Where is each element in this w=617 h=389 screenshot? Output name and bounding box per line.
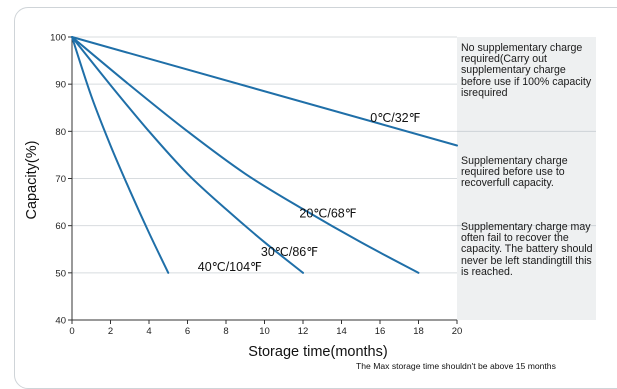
- zone-label-charge-required: Supplementary charge required before use…: [461, 155, 568, 190]
- series-label: 0℃/32℉: [370, 111, 420, 125]
- series-line: [71, 36, 420, 274]
- y-axis-title: Capacity(%): [24, 141, 40, 220]
- x-tick-label: 8: [223, 326, 228, 337]
- x-axis-title: Storage time(months): [248, 344, 387, 360]
- y-tick-label: 50: [55, 268, 66, 279]
- y-tick-label: 80: [55, 127, 66, 138]
- y-tick-label: 40: [55, 316, 66, 327]
- zone-panel: [457, 37, 596, 320]
- series-line: [71, 36, 304, 274]
- zone-label-no-charge: No supplementary charge required(Carry o…: [461, 42, 592, 99]
- x-tick-label: 2: [108, 326, 113, 337]
- series-line: [71, 36, 458, 147]
- storage-footnote: The Max storage time shouldn't be above …: [356, 361, 556, 371]
- series-label: 20℃/68℉: [299, 206, 356, 220]
- x-tick-label: 14: [336, 326, 347, 337]
- x-tick-label: 20: [452, 326, 463, 337]
- y-tick-label: 100: [50, 33, 66, 44]
- x-tick-label: 10: [259, 326, 270, 337]
- y-tick-label: 90: [55, 80, 66, 91]
- series-line: [71, 36, 170, 274]
- series-label: 40℃/104℉: [198, 260, 262, 274]
- capacity-chart: 0 2 4 6 8 10 12 14 16 18 20 40 50 60 70 80 90 100 0℃/32℉ 2…: [24, 33, 596, 360]
- x-tick-label: 18: [413, 326, 424, 337]
- x-tick-label: 12: [298, 326, 309, 337]
- y-tick-label: 60: [55, 221, 66, 232]
- x-tick-label: 4: [146, 326, 151, 337]
- x-tick-label: 0: [69, 326, 74, 337]
- zone-label-charge-may-fail: Supplementary charge may often fail to r…: [461, 221, 593, 278]
- x-tick-label: 6: [185, 326, 190, 337]
- y-tick-label: 70: [55, 174, 66, 185]
- series-label: 30℃/86℉: [261, 245, 318, 259]
- x-tick-label: 16: [375, 326, 386, 337]
